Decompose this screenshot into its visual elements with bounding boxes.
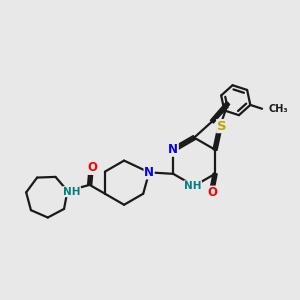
- Text: CH₃: CH₃: [268, 104, 288, 114]
- Text: NH: NH: [184, 181, 201, 191]
- Text: N: N: [144, 166, 154, 179]
- Text: O: O: [87, 161, 98, 174]
- Text: NH: NH: [63, 187, 80, 197]
- Text: O: O: [207, 186, 217, 199]
- Text: S: S: [217, 120, 226, 133]
- Text: N: N: [168, 143, 178, 156]
